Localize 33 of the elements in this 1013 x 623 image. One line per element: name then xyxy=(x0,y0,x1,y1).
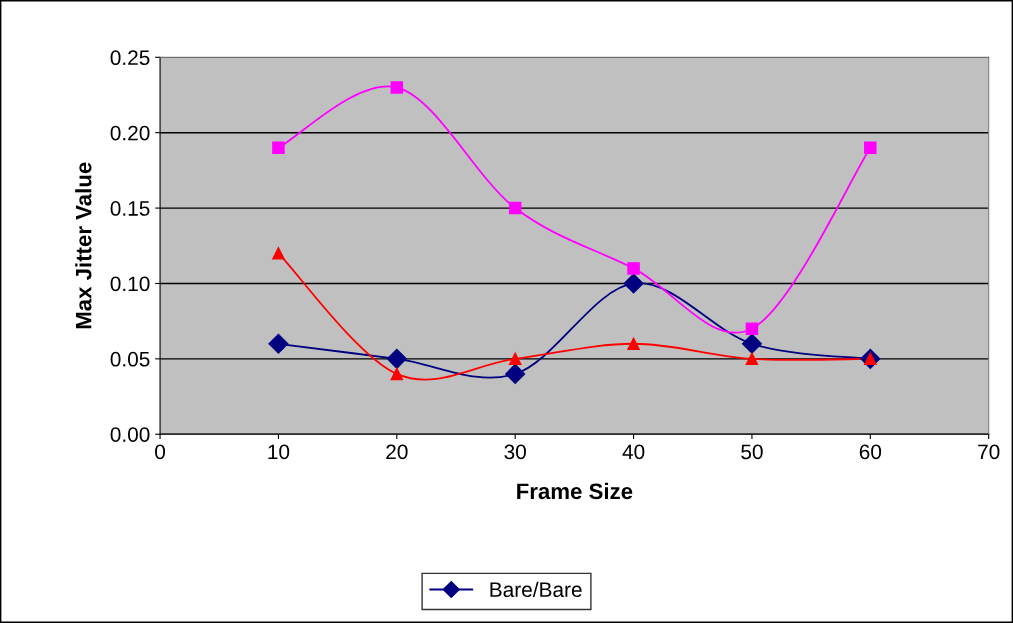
point xyxy=(508,352,522,366)
y-tick-label: 0.05 xyxy=(110,351,150,367)
point xyxy=(390,367,404,381)
point xyxy=(741,333,762,354)
x-axis-title: Frame Size xyxy=(517,482,633,500)
x-tick-label: 20 xyxy=(386,444,408,460)
x-tick-label: 60 xyxy=(859,444,882,460)
y-tick-label: 0.20 xyxy=(110,125,150,141)
x-tick-label: 10 xyxy=(268,444,290,460)
y-tick-label: 0.00 xyxy=(110,427,150,442)
point xyxy=(864,141,877,155)
x-tick-label: 50 xyxy=(741,444,763,460)
point xyxy=(508,201,522,215)
x-tick-label: 30 xyxy=(504,444,526,460)
point xyxy=(272,247,285,260)
legend-label: Bare/Bare xyxy=(490,581,582,598)
point xyxy=(268,333,289,354)
point xyxy=(627,262,640,275)
point xyxy=(627,337,640,351)
point xyxy=(386,348,407,369)
y-tick-label: 0.10 xyxy=(110,276,150,292)
point xyxy=(623,273,644,294)
point xyxy=(505,363,526,384)
y-tick-label: 0.25 xyxy=(110,50,150,66)
point xyxy=(745,322,759,335)
point xyxy=(272,141,285,155)
x-tick-label: 70 xyxy=(978,444,1000,460)
x-tick-label: 40 xyxy=(622,444,645,460)
point xyxy=(745,352,759,366)
y-tick-label: 0.15 xyxy=(110,201,150,216)
y-axis-title: Max Jitter Value xyxy=(75,162,92,329)
point xyxy=(390,81,404,94)
x-tick-label: 0 xyxy=(155,444,166,460)
